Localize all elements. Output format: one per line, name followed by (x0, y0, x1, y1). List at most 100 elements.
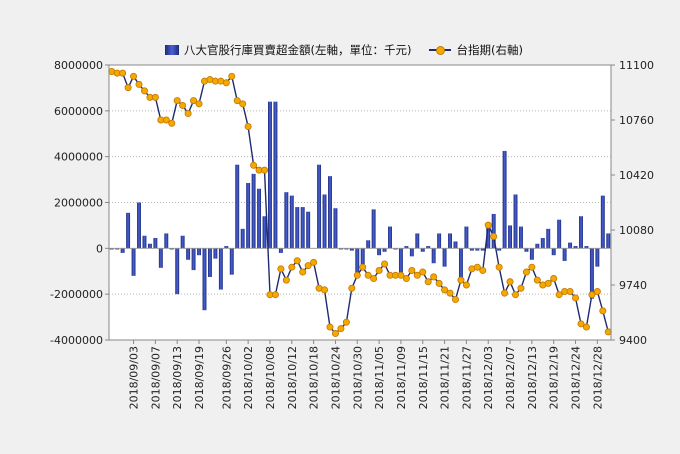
bar (126, 212, 131, 249)
index-point (512, 291, 520, 299)
y-left-tick-label: 6000000 (54, 105, 103, 118)
bar (568, 242, 573, 249)
x-tick-label: 2018/10/02 (242, 346, 255, 409)
bar (131, 248, 136, 276)
index-point (604, 328, 612, 336)
bar (109, 248, 114, 250)
index-point (190, 97, 198, 105)
bar (120, 248, 125, 253)
bar (469, 248, 474, 251)
legend-line-item: 台指期(右軸) (411, 42, 523, 58)
index-point (495, 263, 503, 271)
y-left-tick-label: 8000000 (54, 59, 103, 72)
index-point (566, 287, 574, 295)
bar (273, 101, 278, 249)
x-tick-label: 2018/11/09 (395, 346, 408, 409)
index-point (473, 263, 481, 271)
bar (557, 219, 562, 249)
bar (349, 248, 354, 251)
index-point (151, 93, 159, 101)
bar (371, 209, 376, 249)
y-left-tick-label: 2000000 (54, 197, 103, 210)
y-right-tick-label: 10080 (619, 224, 654, 237)
plot-border (108, 64, 612, 341)
bar (437, 233, 442, 249)
bar (262, 216, 267, 249)
index-point (277, 265, 285, 273)
bar (229, 248, 234, 275)
bar (377, 248, 382, 256)
bar (398, 248, 403, 274)
plot-area (109, 65, 611, 340)
index-point (397, 271, 405, 279)
index-point (261, 166, 269, 174)
bar (475, 248, 480, 251)
bar (464, 226, 469, 249)
index-point (517, 284, 525, 292)
index-point (577, 320, 585, 328)
x-tick-label: 2018/11/15 (417, 346, 430, 409)
index-point (555, 291, 563, 299)
index-point (179, 101, 187, 109)
index-point (572, 294, 580, 302)
bar (415, 233, 420, 249)
index-point (413, 271, 421, 279)
bar (257, 188, 262, 249)
bar (300, 207, 305, 249)
bar (338, 248, 343, 250)
index-point (484, 221, 492, 229)
bar (191, 248, 196, 271)
index-point (506, 278, 514, 286)
bar (426, 246, 431, 249)
bar (382, 248, 387, 252)
index-point (233, 97, 241, 105)
index-point (288, 263, 296, 271)
index-point (195, 100, 203, 108)
legend-bar-item: 八大官股行庫買賣超金額(左軸，單位：千元) (165, 42, 411, 58)
bar (551, 248, 556, 256)
x-tick-label: 2018/09/13 (171, 346, 184, 409)
index-point (304, 262, 312, 270)
index-point (441, 286, 449, 294)
bar (409, 248, 414, 257)
index-point (550, 275, 558, 283)
x-tick-label: 2018/12/07 (504, 346, 517, 409)
index-point (222, 79, 230, 87)
bar (497, 248, 502, 251)
bar (513, 194, 518, 249)
bar (169, 248, 174, 250)
x-tick-label: 2018/12/19 (548, 346, 561, 409)
bar (235, 164, 240, 249)
bar (213, 248, 218, 259)
y-right-tick-label: 10760 (619, 114, 654, 127)
index-point (331, 330, 339, 338)
x-tick-label: 2018/12/13 (526, 346, 539, 409)
bar (393, 248, 398, 250)
index-point (593, 287, 601, 295)
bar (442, 248, 447, 267)
bar (278, 248, 283, 253)
bar (289, 195, 294, 249)
legend-line-label: 台指期(右軸) (456, 43, 523, 57)
y-right-tick-label: 9740 (619, 279, 647, 292)
index-point (490, 232, 498, 240)
x-tick-label: 2018/09/26 (220, 346, 233, 409)
bar (431, 248, 436, 264)
index-point (135, 80, 143, 88)
bar (115, 248, 120, 250)
bar (240, 228, 245, 249)
bar (137, 202, 141, 249)
index-point (348, 284, 356, 292)
bar (589, 248, 594, 299)
x-tick-label: 2018/09/03 (128, 346, 141, 409)
bar (202, 248, 207, 311)
bar (519, 226, 523, 249)
index-point (124, 84, 132, 92)
bar (453, 241, 458, 249)
bar (595, 248, 600, 267)
y-left-tick-label: -4000000 (50, 334, 103, 347)
x-tick-label: 2018/11/27 (460, 346, 473, 409)
bar (180, 235, 185, 249)
bar (579, 216, 583, 249)
